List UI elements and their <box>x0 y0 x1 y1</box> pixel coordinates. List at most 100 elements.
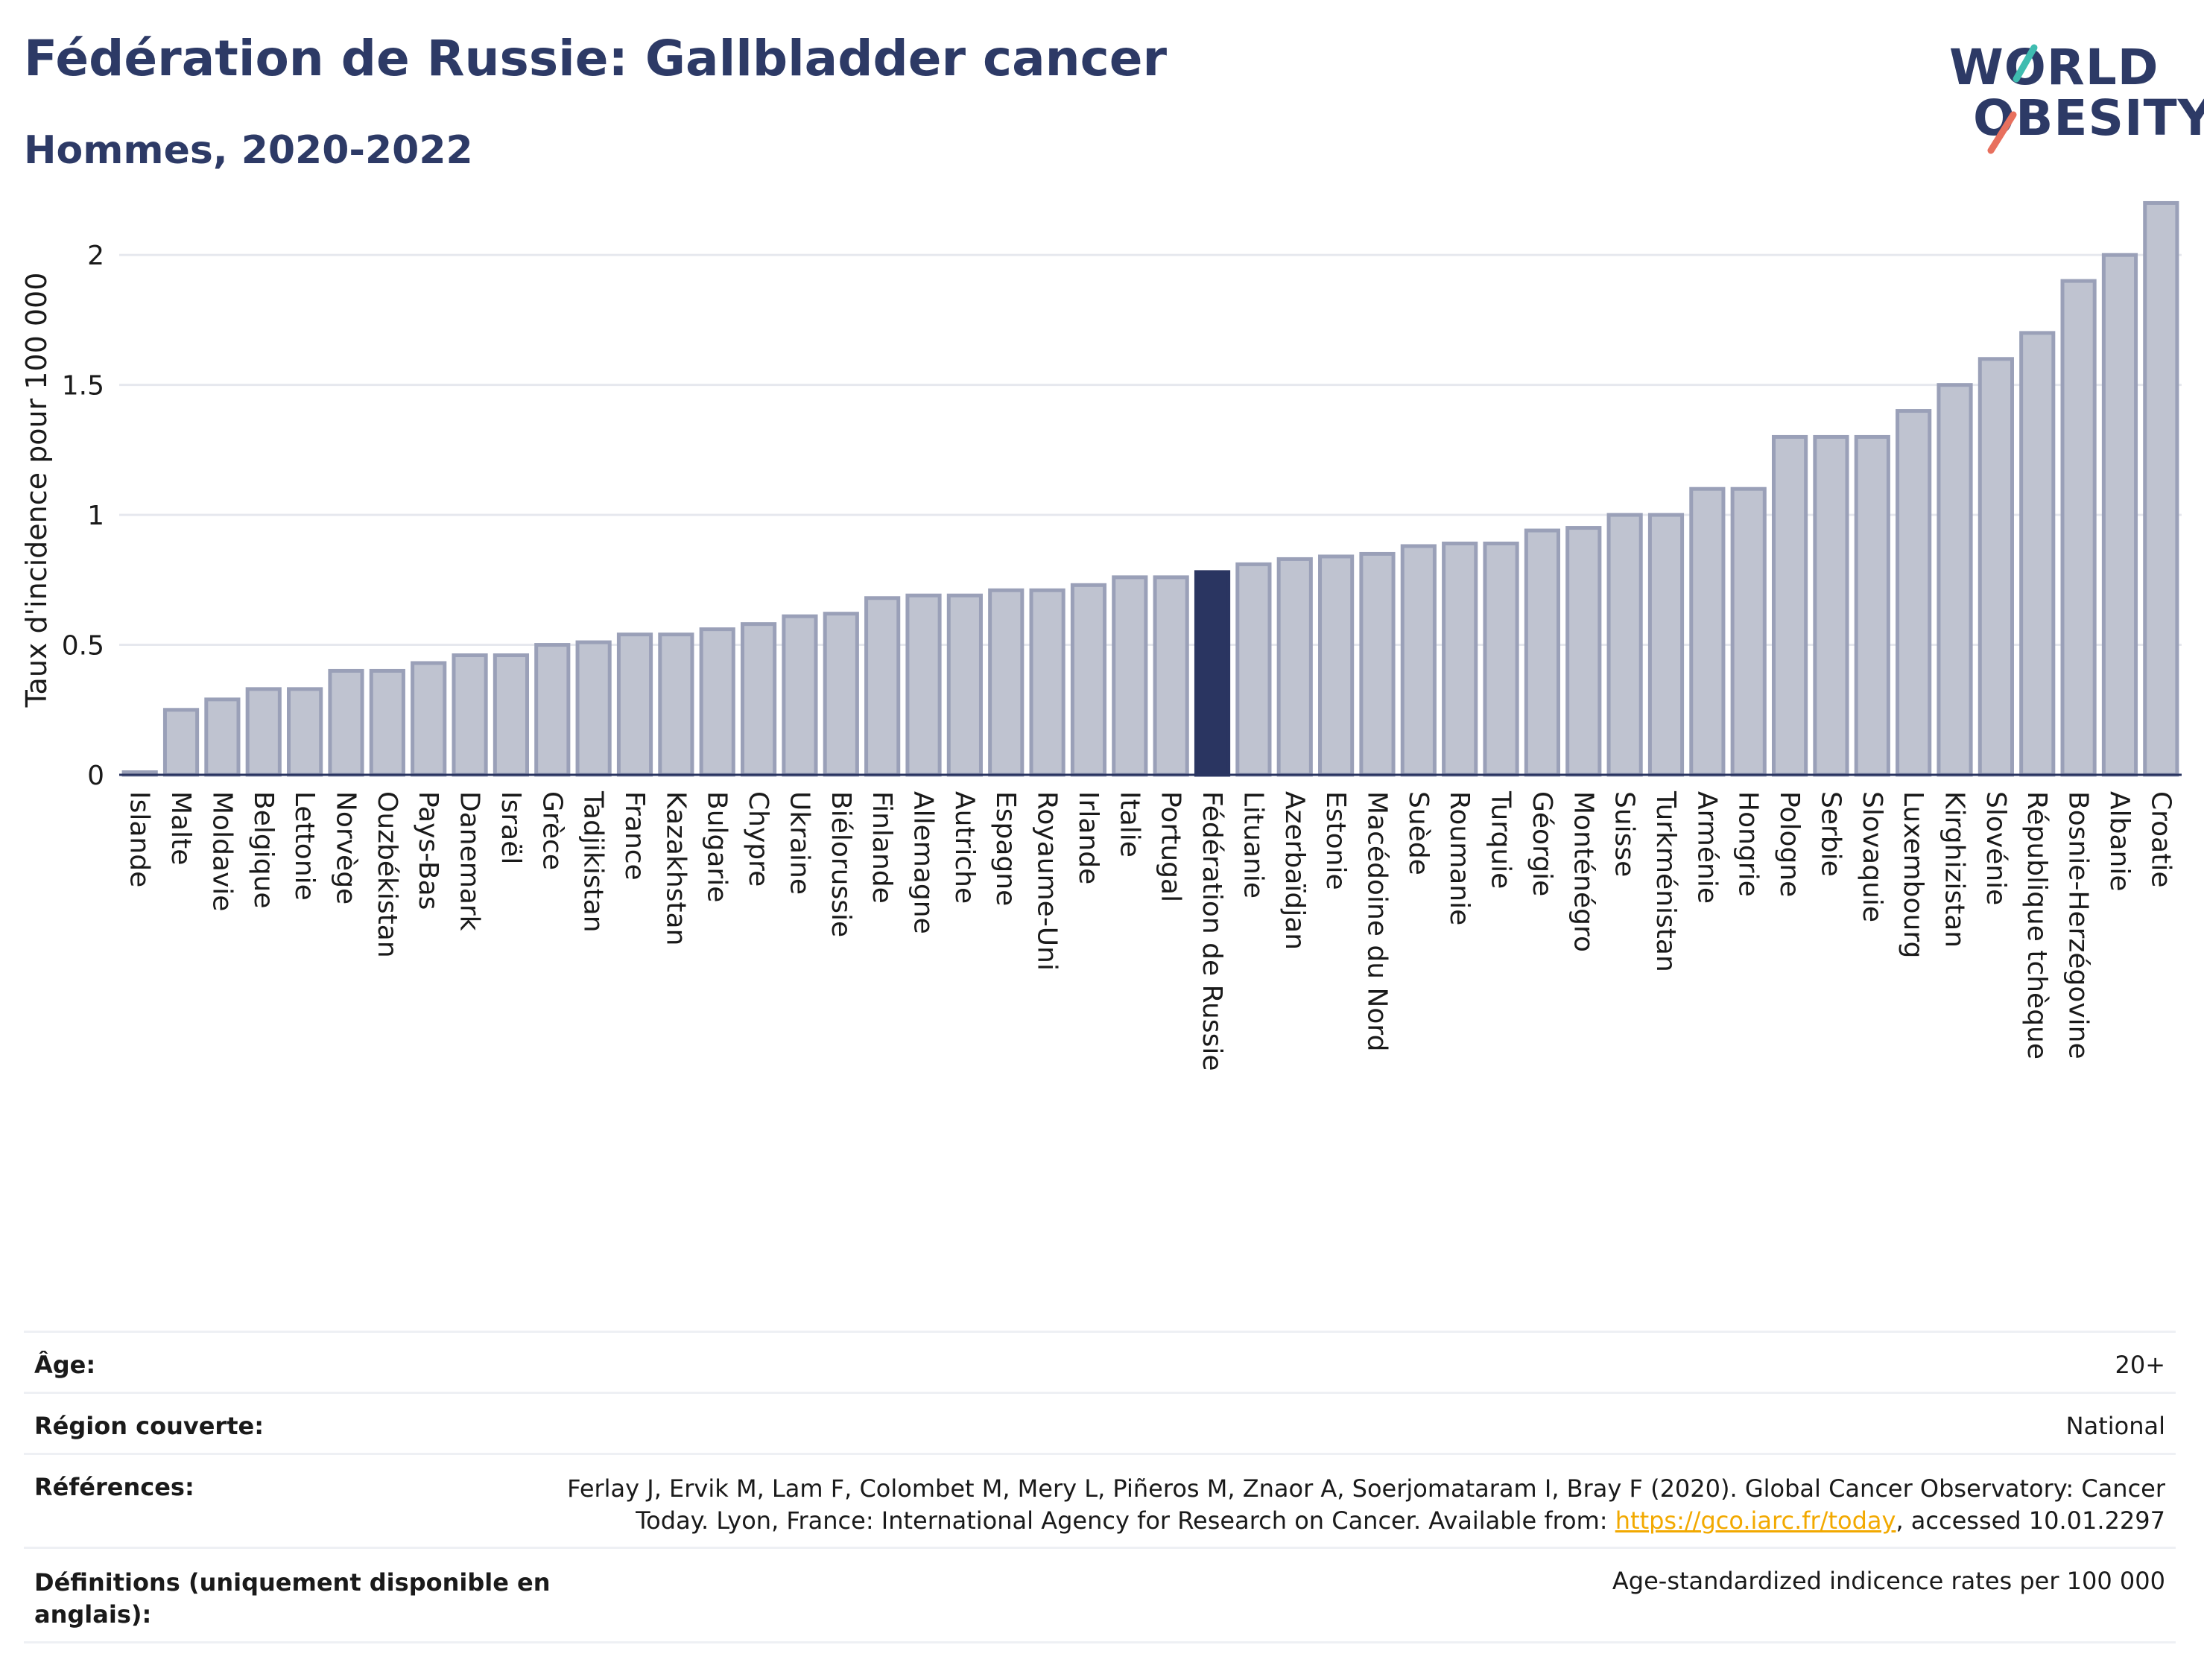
x-tick-label: Estonie <box>1320 791 1351 890</box>
x-tick-label: Finlande <box>867 791 897 904</box>
x-tick-label: Islande <box>124 791 155 887</box>
world-obesity-logo[interactable]: WORLD OBESITY <box>1945 33 2204 159</box>
bar[interactable] <box>1400 544 1437 777</box>
x-tick-label: Norvège <box>330 791 361 904</box>
references-label: Références: <box>34 1473 194 1501</box>
bar[interactable] <box>162 708 200 777</box>
bar[interactable] <box>1647 513 1685 777</box>
bar[interactable] <box>864 596 901 777</box>
x-tick-label: Bosnie-Herzégovine <box>2063 791 2094 1059</box>
x-tick-label: Roumanie <box>1444 791 1475 925</box>
x-tick-label: Biélorussie <box>826 791 856 937</box>
references-line-1: Ferlay J, Ervik M, Lam F, Colombet M, Me… <box>567 1474 2165 1503</box>
bar[interactable] <box>1565 526 1602 777</box>
x-tick-label: Turquie <box>1486 790 1516 889</box>
page-title: Fédération de Russie: Gallbladder cancer <box>24 30 1168 87</box>
bar[interactable] <box>616 633 653 777</box>
x-tick-label: Pays-Bas <box>413 791 443 910</box>
x-tick-label: Moldavie <box>206 791 237 911</box>
bar[interactable] <box>1276 557 1313 777</box>
bar[interactable] <box>988 588 1025 777</box>
bar[interactable] <box>204 697 241 777</box>
x-tick-label: Autriche <box>949 791 980 904</box>
bar[interactable] <box>1854 434 1890 777</box>
x-tick-label: Portugal <box>1156 791 1186 902</box>
logo-line-1: WORLD <box>1949 39 2159 96</box>
y-axis-label: Taux d'incidence pour 100 000 <box>20 273 53 709</box>
x-tick-label: Macédoine du Nord <box>1361 791 1392 1051</box>
x-tick-label: Lettonie <box>289 791 320 901</box>
x-tick-label: Slovénie <box>1980 791 2011 905</box>
bar[interactable] <box>1153 575 1189 777</box>
bar[interactable] <box>245 687 282 777</box>
bar[interactable] <box>782 614 818 777</box>
bar[interactable] <box>493 653 530 777</box>
bar[interactable] <box>1442 541 1478 777</box>
x-tick-label: Bulgarie <box>702 791 732 902</box>
bar[interactable] <box>369 668 405 777</box>
bar[interactable] <box>534 643 571 777</box>
bar[interactable] <box>2101 253 2138 777</box>
bar[interactable] <box>2019 331 2056 777</box>
x-tick-label: Serbie <box>1815 791 1846 877</box>
y-tick-label: 2 <box>87 241 104 271</box>
bar[interactable] <box>1029 588 1065 777</box>
x-tick-label: Ukraine <box>784 791 814 895</box>
bar[interactable] <box>1318 554 1355 777</box>
bar[interactable] <box>1112 575 1148 777</box>
bar[interactable] <box>1524 528 1561 777</box>
x-tick-label: Fédération de Russie <box>1197 791 1227 1071</box>
bar[interactable] <box>1070 583 1107 777</box>
x-tick-label: Kazakhstan <box>660 791 691 945</box>
bar[interactable] <box>2143 200 2179 777</box>
bar[interactable] <box>1896 409 1932 777</box>
x-tick-label: Tadjikistan <box>578 790 609 933</box>
gco-link[interactable]: https://gco.iarc.fr/today <box>1615 1506 1896 1535</box>
bar[interactable] <box>740 622 777 777</box>
bar[interactable] <box>1359 551 1396 777</box>
age-value: 20+ <box>2115 1351 2165 1379</box>
bar[interactable] <box>2060 279 2097 777</box>
x-tick-label: Géorgie <box>1527 791 1557 896</box>
region-value: National <box>2065 1412 2165 1440</box>
bar[interactable] <box>823 612 859 777</box>
bar-highlight[interactable] <box>1194 570 1231 777</box>
x-tick-label: Azerbaïdjan <box>1279 791 1310 950</box>
x-tick-label: Slovaquie <box>1857 791 1887 922</box>
bar-chart: 0 0.5 1 1.5 2 Islande Malte Moldavie Belgique Le… <box>20 200 2182 1071</box>
bar[interactable] <box>411 661 447 777</box>
y-tick-label: 0 <box>87 761 104 791</box>
x-tick-label: Israël <box>495 791 526 864</box>
info-row-definitions: Définitions (uniquement disponible en an… <box>24 1547 2176 1643</box>
y-tick-label: 0.5 <box>62 631 104 662</box>
bar[interactable] <box>1977 357 2014 777</box>
x-tick-label: Italie <box>1114 791 1144 858</box>
age-label: Âge: <box>34 1351 96 1379</box>
bar[interactable] <box>1483 541 1519 777</box>
x-tick-label: Espagne <box>990 791 1021 906</box>
definitions-value: Age-standardized indicence rates per 100… <box>1612 1567 2165 1595</box>
bar[interactable] <box>1606 513 1643 777</box>
info-row-age: Âge: 20+ <box>24 1331 2176 1392</box>
bars <box>121 200 2179 777</box>
bar[interactable] <box>1771 434 1808 777</box>
bar[interactable] <box>287 687 323 777</box>
x-tick-label: Suède <box>1403 791 1434 875</box>
bar[interactable] <box>328 668 364 777</box>
logo-slash-icon <box>1987 44 2038 154</box>
x-tick-label: Suisse <box>1609 791 1640 877</box>
x-tick-label: Belgique <box>248 791 279 909</box>
bar[interactable] <box>946 593 983 777</box>
bar[interactable] <box>1235 562 1272 777</box>
x-tick-label: Albanie <box>2104 791 2135 892</box>
bar[interactable] <box>452 653 488 777</box>
bar[interactable] <box>1937 383 1973 777</box>
bar[interactable] <box>658 633 694 777</box>
bar[interactable] <box>1730 486 1767 777</box>
bar[interactable] <box>1813 434 1849 777</box>
bar[interactable] <box>1689 486 1726 777</box>
bar[interactable] <box>905 593 942 777</box>
bar[interactable] <box>699 627 735 777</box>
bar[interactable] <box>575 640 612 777</box>
x-tick-label: Royaume-Uni <box>1032 791 1063 971</box>
